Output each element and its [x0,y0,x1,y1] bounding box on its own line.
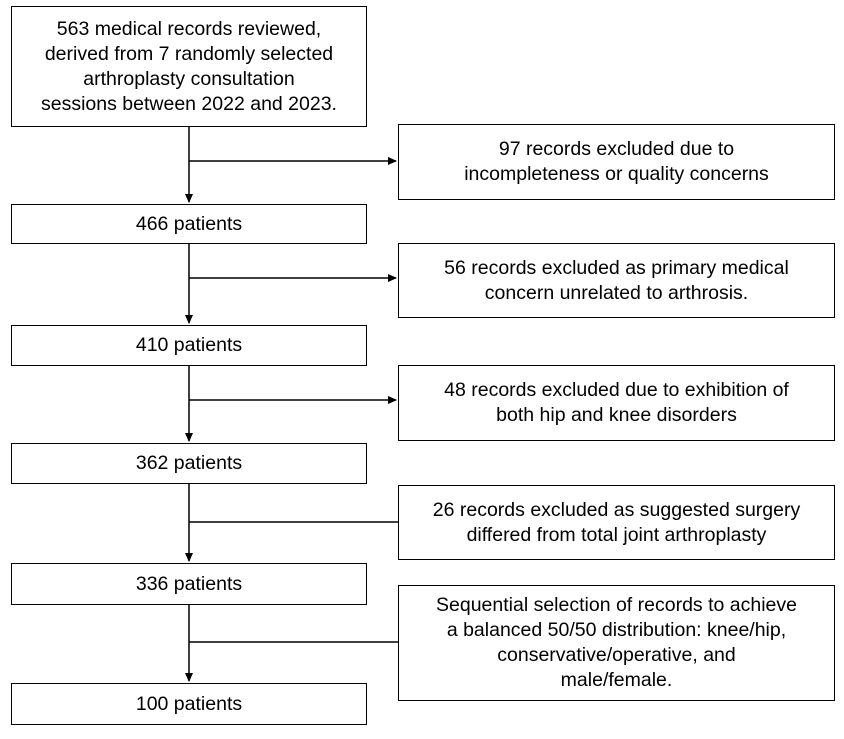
patients-box-1: 466 patients [11,204,367,244]
patients-box-2: 410 patients [11,325,367,366]
exclusion-text: 56 records excluded as primary medical c… [444,256,789,304]
patients-count: 336 patients [135,572,243,595]
patients-count: 362 patients [135,452,243,474]
patients-count: 466 patients [135,212,243,235]
exclusion-box-3: 48 records excluded due to exhibition of… [398,365,835,441]
exclusion-text: 48 records excluded due to exhibition of… [444,379,789,426]
exclusion-text: 97 records excluded due to incompletenes… [464,138,769,185]
patients-box-4: 336 patients [11,563,367,605]
patients-count: 100 patients [135,692,243,715]
exclusion-box-1: 97 records excluded due to incompletenes… [398,124,835,200]
records-reviewed-text: 563 medical records reviewed, derived fr… [41,17,337,115]
exclusion-box-2: 56 records excluded as primary medical c… [398,243,835,318]
exclusion-box-4: 26 records excluded as suggested surgery… [398,485,835,560]
exclusion-text: 26 records excluded as suggested surgery… [432,498,801,546]
patients-count: 410 patients [135,334,243,356]
records-reviewed-box: 563 medical records reviewed, derived fr… [11,6,367,127]
patients-box-5: 100 patients [11,683,367,725]
exclusion-box-5: Sequential selection of records to achie… [398,585,835,701]
exclusion-text: Sequential selection of records to achie… [436,594,797,691]
patients-box-3: 362 patients [11,443,367,484]
